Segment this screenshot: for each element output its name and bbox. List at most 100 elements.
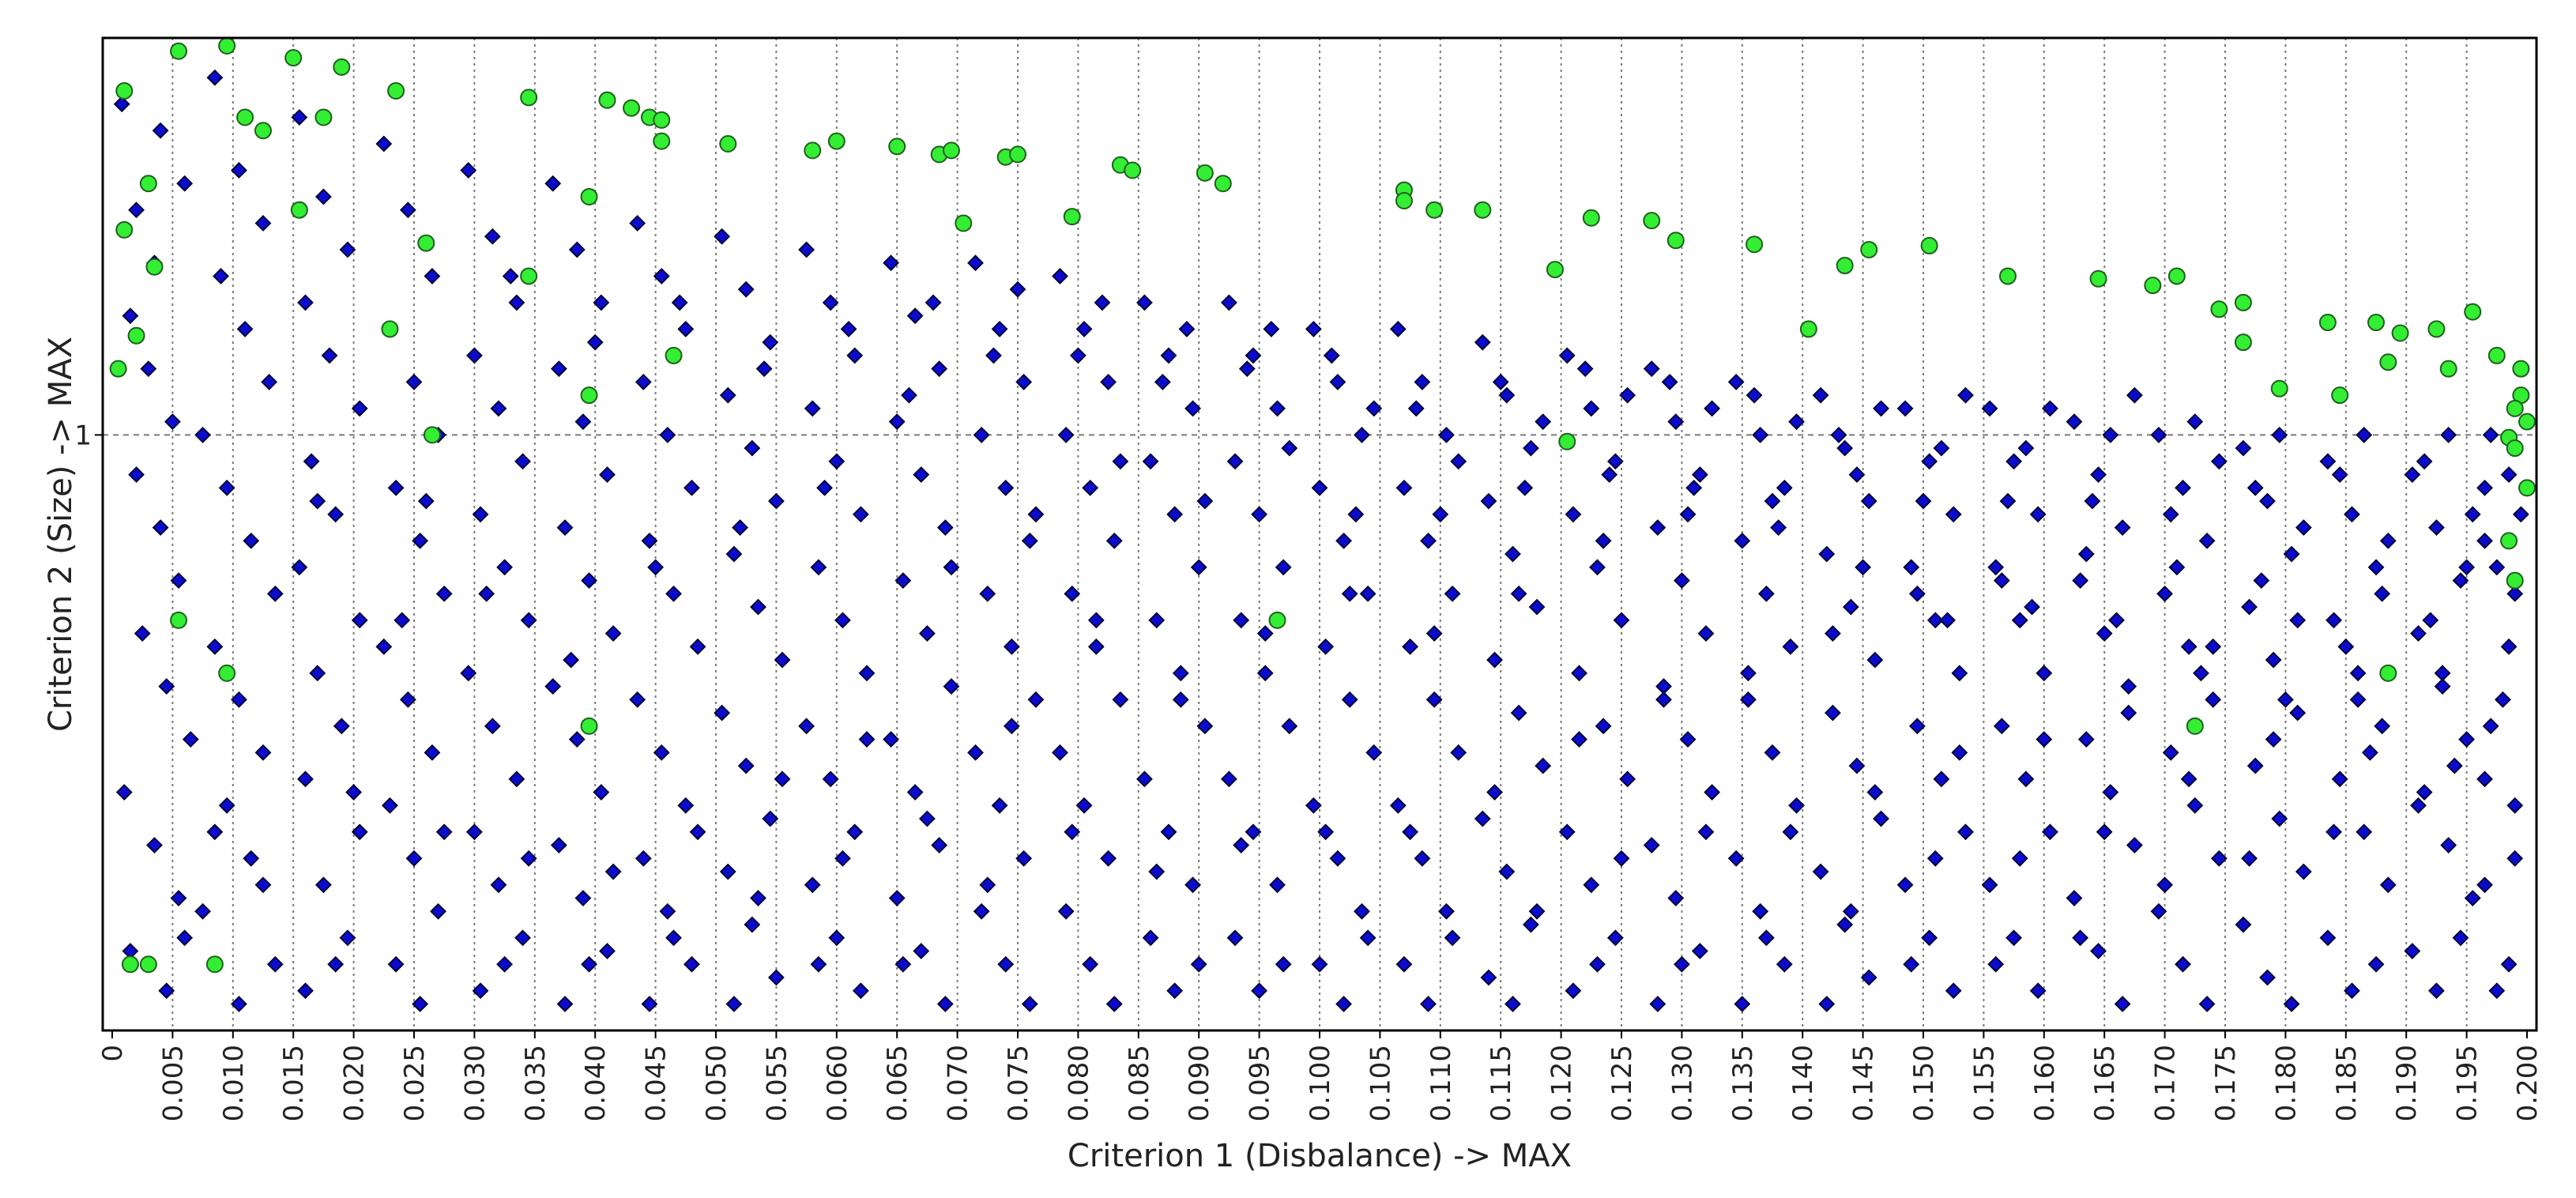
pareto-point <box>827 132 845 150</box>
population-point <box>774 770 791 788</box>
pareto-point <box>254 122 272 140</box>
population-point <box>2241 850 2258 867</box>
population-point <box>641 532 658 549</box>
population-point <box>1105 532 1123 549</box>
pareto-point <box>1474 201 1492 219</box>
population-point <box>804 876 821 894</box>
pareto-point <box>804 141 822 160</box>
pareto-point <box>1395 191 1413 209</box>
population-point <box>128 466 145 484</box>
population-point <box>581 572 597 590</box>
population-point <box>1166 506 1184 523</box>
population-point <box>1432 506 1449 523</box>
population-point <box>1057 426 1075 443</box>
population-point <box>2482 718 2499 735</box>
population-point <box>2011 850 2028 867</box>
population-point <box>635 850 652 867</box>
population-point <box>1770 519 1787 537</box>
population-point <box>2440 426 2457 443</box>
population-point <box>1052 268 1068 284</box>
population-point <box>1764 744 1781 761</box>
population-point <box>2319 453 2337 470</box>
population-point <box>1015 850 1033 867</box>
population-point <box>1613 850 1630 867</box>
population-point <box>2512 506 2529 523</box>
population-point <box>1691 466 1708 484</box>
population-point <box>604 625 622 642</box>
population-point <box>1505 996 1521 1012</box>
x-tick-label: 0.040 <box>580 1045 612 1121</box>
population-point <box>1064 823 1081 841</box>
population-point <box>1866 784 1884 801</box>
population-point <box>508 770 525 788</box>
population-point <box>750 598 766 616</box>
pareto-point <box>2331 386 2349 405</box>
population-point <box>1251 982 1268 1000</box>
population-point <box>852 982 869 1000</box>
population-point <box>2295 863 2312 880</box>
population-point <box>755 360 773 378</box>
population-point <box>2259 969 2276 986</box>
population-point <box>490 876 507 894</box>
population-point <box>1926 850 1944 867</box>
population-point <box>2235 439 2252 457</box>
population-point <box>2326 823 2342 841</box>
population-point <box>1269 400 1286 417</box>
population-point <box>122 307 139 325</box>
pareto-point <box>2234 333 2252 352</box>
population-point <box>2506 850 2524 867</box>
population-point <box>412 996 429 1012</box>
population-point <box>2029 982 2047 1000</box>
population-point <box>991 321 1008 337</box>
population-point <box>2416 453 2433 470</box>
population-point <box>2241 598 2258 616</box>
population-point <box>894 572 912 590</box>
population-point <box>888 413 906 431</box>
population-point <box>1238 360 1256 378</box>
population-point <box>973 426 990 443</box>
population-point <box>291 559 308 576</box>
pareto-point <box>1063 208 1081 226</box>
population-point <box>2180 770 2198 788</box>
x-tick-label: 0.050 <box>701 1045 733 1121</box>
population-point <box>1142 453 1159 470</box>
population-point <box>1655 691 1672 708</box>
population-point <box>568 731 586 748</box>
population-point <box>1226 453 1244 470</box>
population-point <box>846 347 864 364</box>
population-point <box>767 492 785 510</box>
population-point <box>2253 572 2270 590</box>
population-point <box>1335 532 1352 549</box>
population-point <box>1776 955 1793 973</box>
population-point <box>1782 638 1799 655</box>
population-point <box>1595 532 1612 549</box>
pareto-point <box>2487 346 2506 364</box>
population-point <box>798 241 815 258</box>
population-point <box>2042 400 2058 417</box>
population-point <box>810 559 827 576</box>
population-point <box>1981 400 1998 417</box>
population-point <box>1661 373 1678 390</box>
population-point <box>2090 943 2107 959</box>
population-point <box>1528 902 1546 920</box>
x-tick-label: 0.025 <box>399 1045 431 1121</box>
population-point <box>888 890 906 906</box>
pareto-point <box>2186 717 2204 735</box>
x-tick-label: 0.085 <box>1124 1045 1155 1121</box>
population-point <box>1740 691 1757 708</box>
population-point <box>2283 996 2300 1012</box>
population-point <box>906 784 924 801</box>
population-point <box>1788 797 1805 814</box>
population-point <box>1112 691 1129 708</box>
population-point <box>1100 850 1117 867</box>
population-point <box>1558 347 1576 364</box>
population-point <box>430 902 446 920</box>
population-point <box>375 135 393 153</box>
x-tick-label: 0.020 <box>339 1045 371 1121</box>
population-point <box>1619 770 1636 788</box>
population-point <box>2458 731 2476 748</box>
y-axis-title: Criterion 2 (Size) -> MAX <box>43 337 79 732</box>
population-point <box>424 268 441 284</box>
population-point <box>1003 638 1020 655</box>
x-tick-label: 0.145 <box>1848 1045 1880 1121</box>
